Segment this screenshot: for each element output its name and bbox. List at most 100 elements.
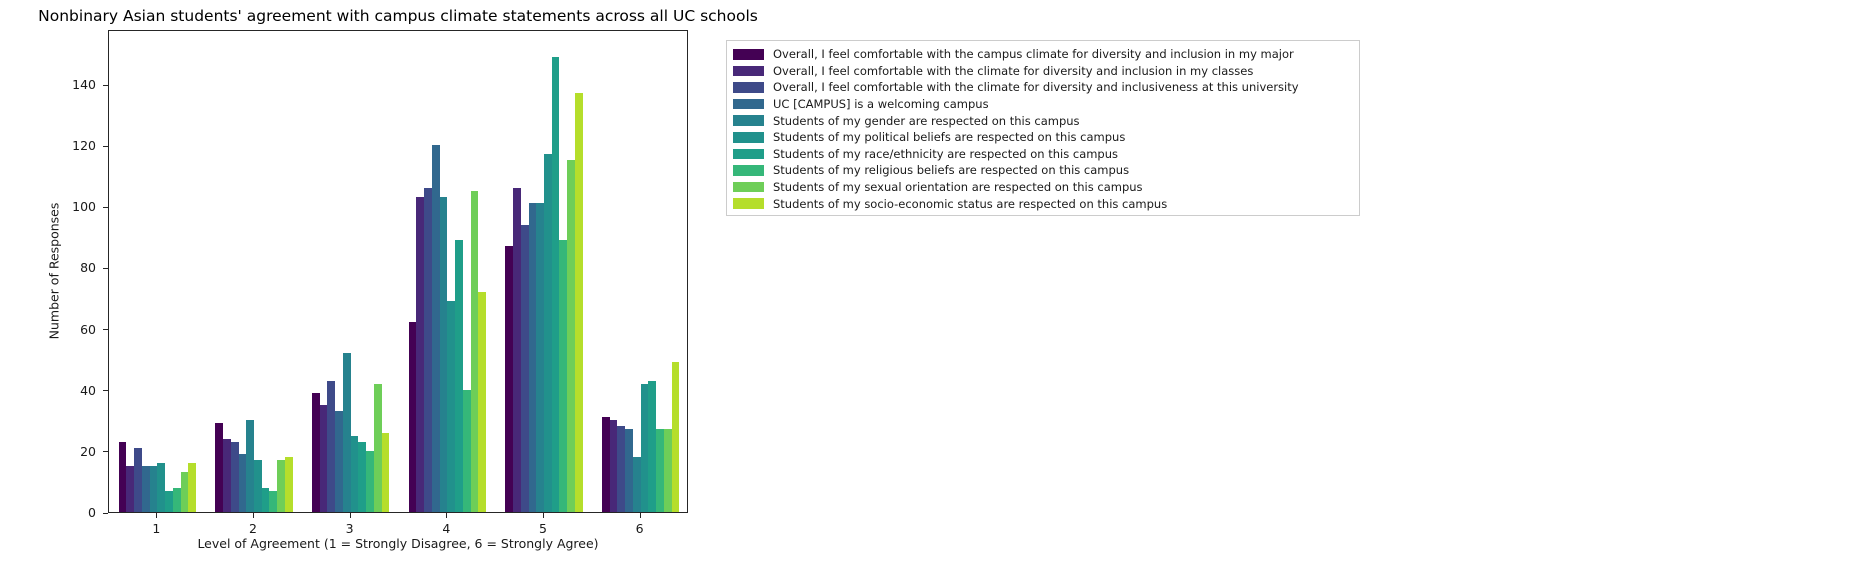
bar	[188, 463, 196, 512]
legend-item: Students of my sexual orientation are re…	[733, 179, 1353, 196]
legend-label: Students of my sexual orientation are re…	[773, 180, 1143, 195]
bar	[157, 463, 166, 512]
legend-swatch	[733, 115, 764, 126]
bar	[118, 441, 127, 512]
bar	[648, 380, 657, 512]
x-tick-label: 4	[442, 521, 451, 536]
x-tick-label: 1	[152, 521, 161, 536]
bar	[350, 435, 359, 512]
legend-swatch	[733, 181, 764, 193]
bar	[424, 187, 432, 512]
bar	[559, 239, 568, 512]
x-tick-label: 2	[249, 521, 257, 536]
bar	[567, 160, 575, 512]
bar	[277, 460, 285, 512]
legend-swatch	[733, 148, 764, 160]
bar	[536, 203, 544, 512]
legend-label: Students of my socio-economic status are…	[773, 196, 1168, 211]
x-tick-mark	[639, 513, 641, 518]
legend-label: Students of my race/ethnicity are respec…	[773, 146, 1119, 161]
bar	[180, 472, 189, 512]
bar	[455, 239, 463, 512]
bar	[551, 56, 560, 512]
legend-label: Overall, I feel comfortable with the cli…	[773, 63, 1254, 78]
bar	[141, 466, 150, 512]
legend-swatch	[733, 49, 764, 60]
legend-item: UC [CAMPUS] is a welcoming campus	[733, 96, 1353, 113]
bar	[544, 154, 552, 512]
legend-label: Overall, I feel comfortable with the cli…	[773, 80, 1299, 95]
y-tick-mark	[103, 329, 108, 331]
bar	[609, 420, 618, 512]
legend-item: Students of my gender are respected on t…	[733, 112, 1353, 129]
bar	[408, 322, 417, 512]
bar	[223, 438, 231, 512]
bar	[632, 456, 641, 512]
bar	[358, 441, 367, 512]
bar	[335, 411, 343, 512]
bar	[246, 420, 254, 512]
bar	[663, 429, 672, 512]
legend-item: Students of my race/ethnicity are respec…	[733, 146, 1353, 163]
bar	[254, 460, 262, 512]
bar	[284, 456, 293, 512]
bar	[656, 429, 664, 512]
y-tick-mark	[103, 145, 108, 147]
y-tick-label: 80	[80, 260, 96, 276]
legend-item: Students of my religious beliefs are res…	[733, 162, 1353, 179]
y-tick-label: 100	[72, 199, 96, 215]
x-tick-mark	[349, 513, 351, 518]
chart-title: Nonbinary Asian students' agreement with…	[38, 7, 758, 25]
bar	[238, 453, 247, 512]
legend-label: Overall, I feel comfortable with the cam…	[773, 47, 1294, 62]
bar	[617, 426, 626, 512]
bar	[528, 203, 537, 512]
bar	[319, 405, 328, 512]
bar	[520, 224, 529, 512]
x-tick-label: 5	[539, 521, 547, 536]
y-tick-mark	[103, 451, 108, 453]
y-tick-mark	[103, 84, 108, 86]
bar	[172, 487, 181, 512]
x-tick-mark	[446, 513, 448, 518]
bar	[327, 380, 336, 512]
x-tick-label: 3	[345, 521, 354, 536]
bar	[149, 466, 158, 512]
legend-label: Students of my political beliefs are res…	[773, 130, 1126, 145]
bar	[439, 197, 448, 512]
bar	[625, 429, 633, 512]
y-tick-mark	[103, 267, 108, 269]
legend-swatch	[733, 65, 764, 77]
legend-label: Students of my religious beliefs are res…	[773, 163, 1130, 178]
legend-item: Overall, I feel comfortable with the cli…	[733, 79, 1353, 96]
x-tick-mark	[543, 513, 544, 518]
x-tick-mark	[253, 513, 254, 518]
legend-item: Overall, I feel comfortable with the cli…	[733, 63, 1353, 80]
x-tick-mark	[156, 513, 158, 518]
legend: Overall, I feel comfortable with the cam…	[726, 40, 1360, 216]
y-tick-mark	[103, 512, 108, 514]
bar	[342, 353, 351, 512]
bar	[640, 383, 649, 512]
y-tick-mark	[103, 206, 108, 208]
legend-label: UC [CAMPUS] is a welcoming campus	[773, 97, 989, 112]
y-tick-label: 140	[72, 77, 96, 93]
y-tick-label: 20	[80, 443, 96, 459]
legend-label: Students of my gender are respected on t…	[773, 113, 1080, 128]
bar	[381, 432, 390, 512]
bar	[215, 423, 224, 512]
bar	[447, 301, 456, 512]
bar	[269, 490, 278, 512]
y-tick-label: 0	[88, 505, 96, 520]
bar	[134, 447, 142, 512]
bar	[165, 490, 173, 512]
bar	[505, 246, 514, 512]
bar	[261, 487, 270, 512]
y-tick-label: 40	[80, 382, 96, 398]
bar	[470, 191, 479, 512]
bar	[574, 93, 583, 512]
x-axis-label: Level of Agreement (1 = Strongly Disagre…	[197, 536, 599, 551]
legend-swatch	[733, 165, 764, 176]
legend-item: Students of my socio-economic status are…	[733, 195, 1353, 212]
